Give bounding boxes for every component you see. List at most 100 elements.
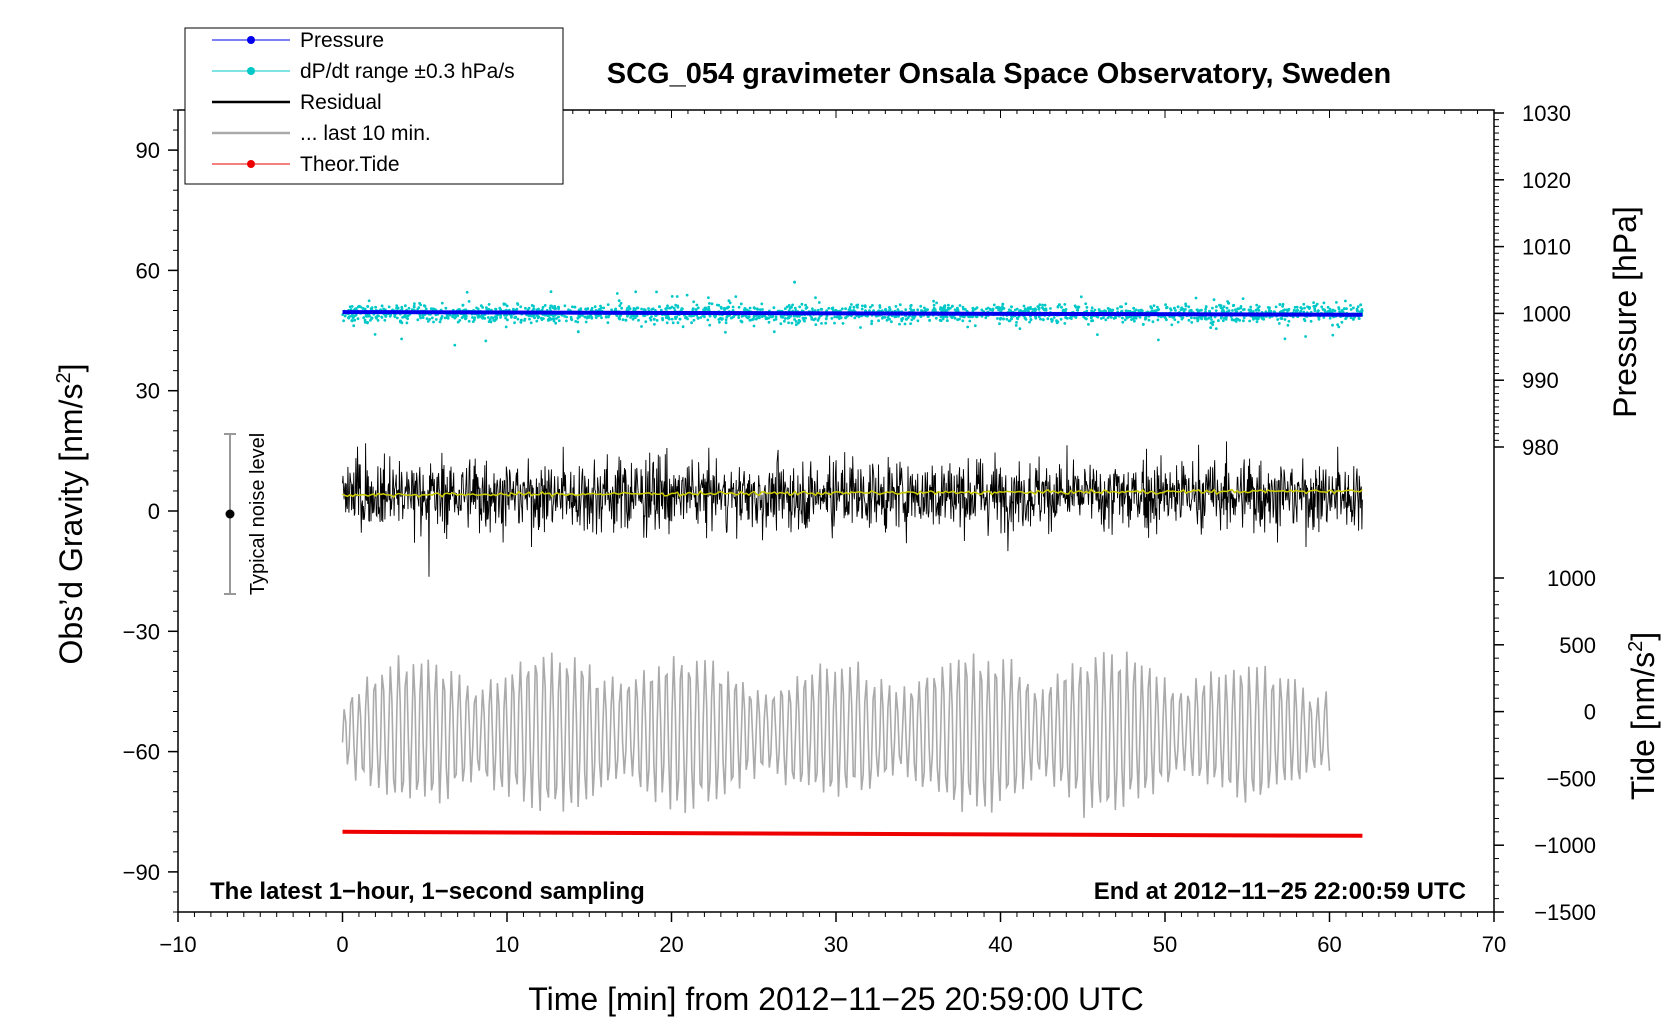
legend-label-0: Pressure bbox=[300, 29, 384, 52]
dpdt-point bbox=[615, 292, 619, 295]
dpdt-point bbox=[953, 308, 957, 312]
note-end-time: End at 2012−11−25 22:00:59 UTC bbox=[1094, 878, 1466, 905]
dpdt-point bbox=[910, 318, 914, 322]
dpdt-point bbox=[376, 319, 380, 322]
dpdt-point bbox=[352, 324, 356, 328]
dpdt-point bbox=[527, 306, 531, 310]
dpdt-point bbox=[1141, 309, 1144, 313]
dpdt-point bbox=[399, 319, 402, 323]
dpdt-point bbox=[748, 306, 752, 310]
residual-mean-line bbox=[342, 488, 1363, 498]
legend-swatch-dot-0 bbox=[247, 36, 255, 44]
dpdt-point bbox=[953, 316, 957, 320]
dpdt-point bbox=[382, 307, 385, 311]
dpdt-point bbox=[1063, 303, 1067, 306]
dpdt-point bbox=[594, 316, 598, 319]
dpdt-point bbox=[1176, 320, 1180, 324]
dpdt-point bbox=[910, 309, 914, 312]
dpdt-point bbox=[504, 325, 508, 329]
dpdt-point bbox=[419, 303, 422, 307]
dpdt-point bbox=[644, 320, 648, 324]
dpdt-point bbox=[692, 300, 696, 304]
dpdt-point bbox=[790, 321, 794, 325]
dpdt-point bbox=[421, 313, 425, 317]
dpdt-point bbox=[1180, 317, 1184, 321]
dpdt-point bbox=[833, 321, 836, 325]
dpdt-point bbox=[563, 314, 566, 318]
dpdt-point bbox=[767, 320, 771, 324]
dpdt-point bbox=[1159, 315, 1163, 319]
dpdt-point bbox=[1333, 309, 1337, 313]
dpdt-point bbox=[1222, 305, 1226, 309]
dpdt-point bbox=[640, 307, 643, 311]
dpdt-point bbox=[1184, 308, 1187, 311]
dpdt-point bbox=[1242, 319, 1245, 323]
dpdt-point bbox=[1141, 323, 1145, 326]
dpdt-point bbox=[1330, 310, 1334, 313]
dpdt-point bbox=[1010, 317, 1013, 321]
dpdt-point bbox=[554, 321, 558, 325]
t-tick-label-3: −500 bbox=[1546, 766, 1596, 791]
dpdt-point bbox=[1121, 316, 1124, 320]
dpdt-point bbox=[1170, 323, 1174, 327]
noise-label: Typical noise level bbox=[247, 433, 269, 595]
dpdt-point bbox=[754, 317, 758, 321]
dpdt-point bbox=[1230, 318, 1234, 322]
dpdt-point bbox=[973, 324, 977, 328]
left-axis-title-close: ] bbox=[53, 364, 89, 373]
dpdt-point bbox=[503, 313, 506, 317]
dpdt-point bbox=[569, 315, 573, 319]
dpdt-point bbox=[971, 306, 975, 310]
dpdt-point bbox=[971, 309, 975, 313]
dpdt-point bbox=[342, 319, 345, 323]
dpdt-point bbox=[1070, 317, 1073, 320]
dpdt-point bbox=[1340, 309, 1344, 312]
dpdt-point bbox=[814, 323, 818, 326]
dpdt-point bbox=[465, 290, 469, 294]
dpdt-point bbox=[1274, 305, 1278, 309]
dpdt-point bbox=[547, 319, 550, 322]
dpdt-point bbox=[432, 320, 435, 324]
dpdt-point bbox=[647, 307, 650, 310]
dpdt-point bbox=[1154, 309, 1158, 312]
dpdt-point bbox=[1147, 318, 1151, 322]
dpdt-point bbox=[1218, 303, 1222, 307]
dpdt-point bbox=[1112, 317, 1116, 320]
dpdt-point bbox=[1106, 307, 1110, 310]
dpdt-point bbox=[352, 315, 355, 319]
dpdt-point bbox=[1058, 303, 1061, 307]
dpdt-point bbox=[870, 319, 874, 323]
dpdt-point bbox=[1256, 307, 1260, 310]
dpdt-point bbox=[1220, 307, 1224, 310]
dpdt-point bbox=[633, 307, 637, 311]
dpdt-point bbox=[552, 319, 556, 323]
dpdt-point bbox=[1059, 317, 1063, 321]
dpdt-point bbox=[384, 315, 387, 318]
dpdt-point bbox=[586, 307, 590, 311]
dpdt-point bbox=[869, 305, 872, 309]
dpdt-point bbox=[1337, 325, 1341, 329]
dpdt-point bbox=[1217, 319, 1220, 322]
dpdt-point bbox=[653, 322, 656, 326]
dpdt-point bbox=[540, 316, 543, 320]
dpdt-point bbox=[628, 307, 632, 311]
dpdt-point bbox=[1200, 317, 1203, 321]
noise-indicator: Typical noise level bbox=[224, 433, 269, 595]
dpdt-point bbox=[536, 316, 540, 320]
dpdt-point bbox=[619, 301, 623, 305]
last-10-min-series bbox=[341, 651, 1331, 818]
dpdt-point bbox=[1102, 316, 1105, 319]
dpdt-point bbox=[488, 318, 492, 322]
dpdt-point bbox=[1223, 316, 1226, 320]
chart-title: SCG_054 gravimeter Onsala Space Observat… bbox=[607, 58, 1391, 90]
dpdt-point bbox=[728, 301, 732, 305]
dpdt-point bbox=[1255, 317, 1258, 321]
dpdt-point bbox=[1022, 304, 1026, 308]
tide-axis-title-close: ] bbox=[1625, 632, 1661, 641]
last-10-min-line bbox=[341, 651, 1331, 818]
dpdt-point bbox=[962, 315, 966, 319]
dpdt-point bbox=[439, 318, 443, 321]
dpdt-point bbox=[938, 318, 942, 322]
dpdt-point bbox=[950, 316, 954, 319]
x-tick-label-3: 20 bbox=[659, 932, 683, 957]
